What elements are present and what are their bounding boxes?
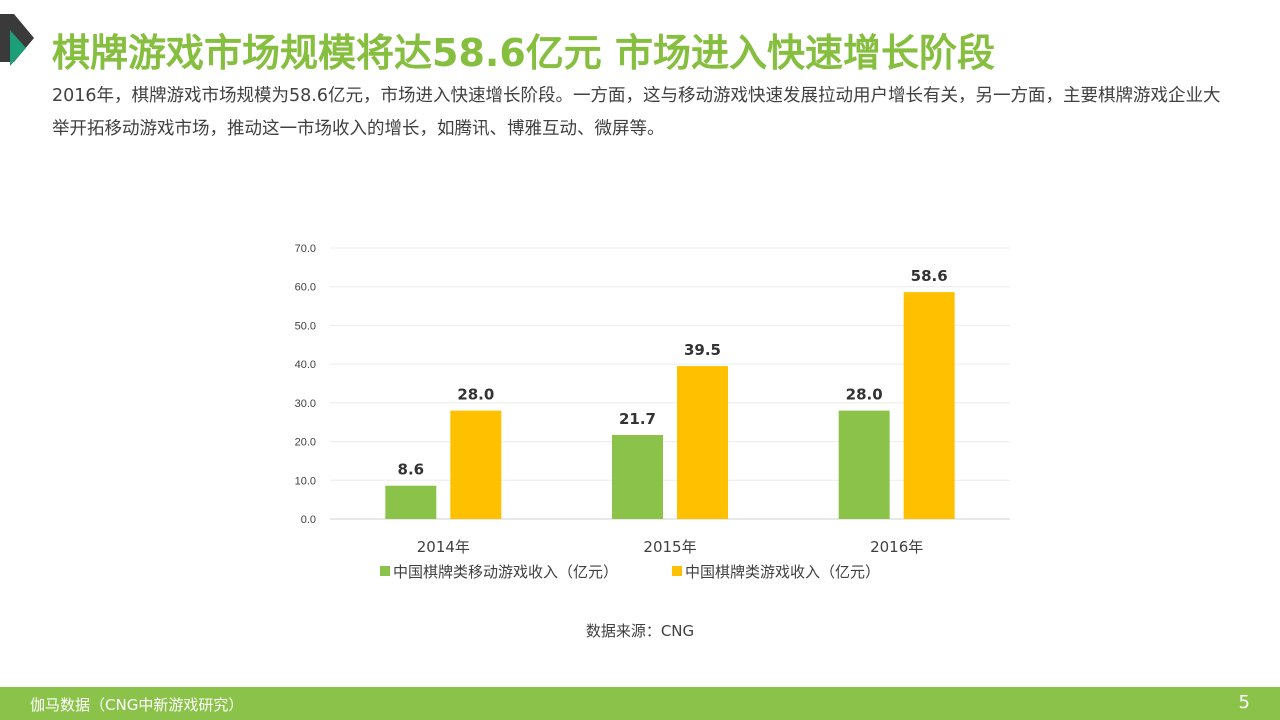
bar: [903, 292, 955, 519]
data-label: 8.6: [398, 461, 425, 479]
logo-arrow-icon: [0, 14, 34, 66]
bar: [677, 366, 728, 519]
legend-swatch: [672, 566, 682, 576]
legend-label: 中国棋牌类游戏收入（亿元）: [685, 563, 880, 581]
y-tick-label: 20.0: [295, 437, 316, 449]
bar: [612, 434, 663, 519]
y-tick-label: 40.0: [295, 359, 316, 371]
data-source: 数据来源：CNG: [585, 622, 695, 640]
y-tick-label: 50.0: [295, 320, 316, 332]
data-label: 39.5: [684, 341, 721, 359]
y-tick-label: 60.0: [295, 282, 316, 294]
bar: [838, 410, 890, 519]
y-tick-label: 0.0: [301, 514, 316, 526]
page-number: 5: [1238, 692, 1250, 713]
data-label: 58.6: [911, 267, 948, 285]
y-tick-label: 30.0: [295, 398, 316, 410]
y-tick-label: 70.0: [295, 243, 316, 255]
bar: [450, 410, 502, 519]
bar: [385, 485, 437, 519]
x-tick-label: 2016年: [870, 538, 923, 556]
footer-bar: 伽马数据（CNG中新游戏研究） 5: [0, 687, 1280, 720]
y-tick-label: 10.0: [295, 475, 316, 487]
legend-label: 中国棋牌类移动游戏收入（亿元）: [393, 563, 618, 581]
bar-chart: 0.0 10.0 20.0 30.0 40.0 50.0 60.0 70.0 2014年 8.6 2…: [295, 243, 1010, 581]
data-label: 21.7: [619, 410, 656, 428]
data-label: 28.0: [457, 386, 494, 404]
legend-swatch: [380, 566, 390, 576]
data-label: 28.0: [846, 386, 883, 404]
page-title: 棋牌游戏市场规模将达58.6亿元 市场进入快速增长阶段: [52, 31, 995, 75]
x-tick-label: 2014年: [417, 538, 470, 556]
footer-text: 伽马数据（CNG中新游戏研究）: [30, 696, 244, 714]
x-tick-label: 2015年: [643, 538, 696, 556]
page-description: 2016年，棋牌游戏市场规模为58.6亿元，市场进入快速增长阶段。一方面，这与移…: [52, 86, 1221, 139]
